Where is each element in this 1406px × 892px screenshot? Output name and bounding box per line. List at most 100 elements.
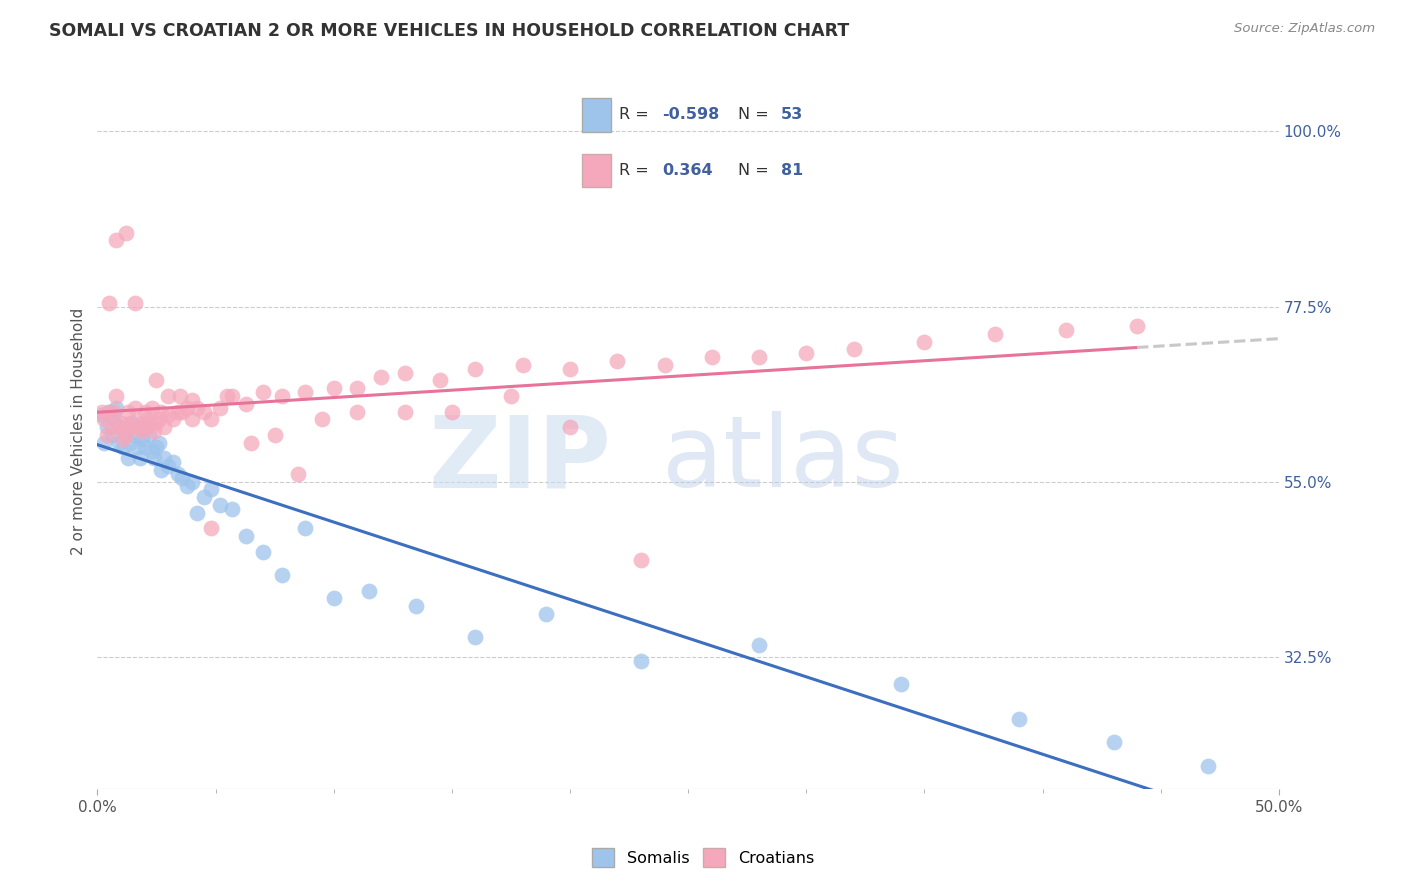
Point xyxy=(180,392,202,407)
Point xyxy=(263,428,285,442)
Point xyxy=(630,654,652,668)
Point xyxy=(166,404,188,418)
Point xyxy=(1197,759,1219,773)
Point xyxy=(748,638,770,652)
Point xyxy=(103,404,125,418)
Point xyxy=(914,334,936,349)
Point xyxy=(96,428,118,442)
Point xyxy=(890,677,912,691)
Point xyxy=(429,374,451,388)
Point xyxy=(169,389,191,403)
Point xyxy=(124,295,146,310)
Point xyxy=(499,389,522,403)
Point xyxy=(346,381,368,395)
Point xyxy=(606,354,628,368)
Point xyxy=(1126,318,1149,333)
Point xyxy=(98,404,121,418)
Point xyxy=(100,428,122,442)
Point xyxy=(294,521,316,535)
Point xyxy=(96,420,118,434)
Point xyxy=(138,417,160,431)
Point xyxy=(134,440,156,454)
Point xyxy=(131,432,153,446)
Point xyxy=(287,467,309,481)
Point xyxy=(630,552,652,566)
Point xyxy=(322,591,344,606)
Point xyxy=(270,568,292,582)
Point xyxy=(105,389,128,403)
Point xyxy=(93,412,115,426)
Text: atlas: atlas xyxy=(662,411,904,508)
Point xyxy=(136,420,159,434)
Point xyxy=(98,295,121,310)
Point xyxy=(464,631,486,645)
Point xyxy=(91,404,114,418)
Point xyxy=(152,420,174,434)
Point xyxy=(654,358,676,372)
Point xyxy=(200,521,222,535)
Point xyxy=(107,420,129,434)
Point xyxy=(148,412,170,426)
Point xyxy=(134,404,156,418)
Point xyxy=(221,389,243,403)
Point xyxy=(117,404,139,418)
Point xyxy=(252,385,274,400)
Point xyxy=(166,467,188,481)
Point xyxy=(145,417,167,431)
Point xyxy=(112,432,135,446)
Point xyxy=(700,350,723,364)
Point xyxy=(842,343,865,357)
Point xyxy=(176,478,198,492)
Text: SOMALI VS CROATIAN 2 OR MORE VEHICLES IN HOUSEHOLD CORRELATION CHART: SOMALI VS CROATIAN 2 OR MORE VEHICLES IN… xyxy=(49,22,849,40)
Point xyxy=(186,401,208,415)
Point xyxy=(127,420,149,434)
Point xyxy=(91,409,114,423)
Point xyxy=(172,404,194,418)
Point xyxy=(193,404,215,418)
Point xyxy=(252,545,274,559)
Point xyxy=(145,374,167,388)
Point xyxy=(105,401,128,415)
Point xyxy=(114,424,136,438)
Point xyxy=(100,420,122,434)
Point xyxy=(150,463,173,477)
Point xyxy=(794,346,817,360)
Point xyxy=(176,401,198,415)
Point xyxy=(162,455,184,469)
Point xyxy=(157,409,180,423)
Point xyxy=(239,435,262,450)
Point xyxy=(405,599,427,614)
Point xyxy=(148,435,170,450)
Point xyxy=(138,428,160,442)
Point xyxy=(145,440,167,454)
Point xyxy=(131,424,153,438)
Point xyxy=(209,401,232,415)
Point xyxy=(107,435,129,450)
Point xyxy=(128,451,150,466)
Point xyxy=(103,412,125,426)
Point xyxy=(558,420,581,434)
Point xyxy=(394,366,416,380)
Point xyxy=(221,502,243,516)
Point xyxy=(157,459,180,474)
Point xyxy=(172,471,194,485)
Point xyxy=(121,420,143,434)
Point xyxy=(117,451,139,466)
Point xyxy=(150,404,173,418)
Point xyxy=(136,412,159,426)
Point xyxy=(120,417,142,431)
Point xyxy=(114,428,136,442)
Point xyxy=(209,498,232,512)
Y-axis label: 2 or more Vehicles in Household: 2 or more Vehicles in Household xyxy=(72,308,86,555)
Point xyxy=(124,401,146,415)
Point xyxy=(110,420,132,434)
Point xyxy=(235,529,257,543)
Point xyxy=(143,451,166,466)
Text: Source: ZipAtlas.com: Source: ZipAtlas.com xyxy=(1234,22,1375,36)
Point xyxy=(180,475,202,489)
Point xyxy=(394,404,416,418)
Point xyxy=(127,440,149,454)
Point xyxy=(558,361,581,376)
Point xyxy=(984,326,1007,341)
Point xyxy=(748,350,770,364)
